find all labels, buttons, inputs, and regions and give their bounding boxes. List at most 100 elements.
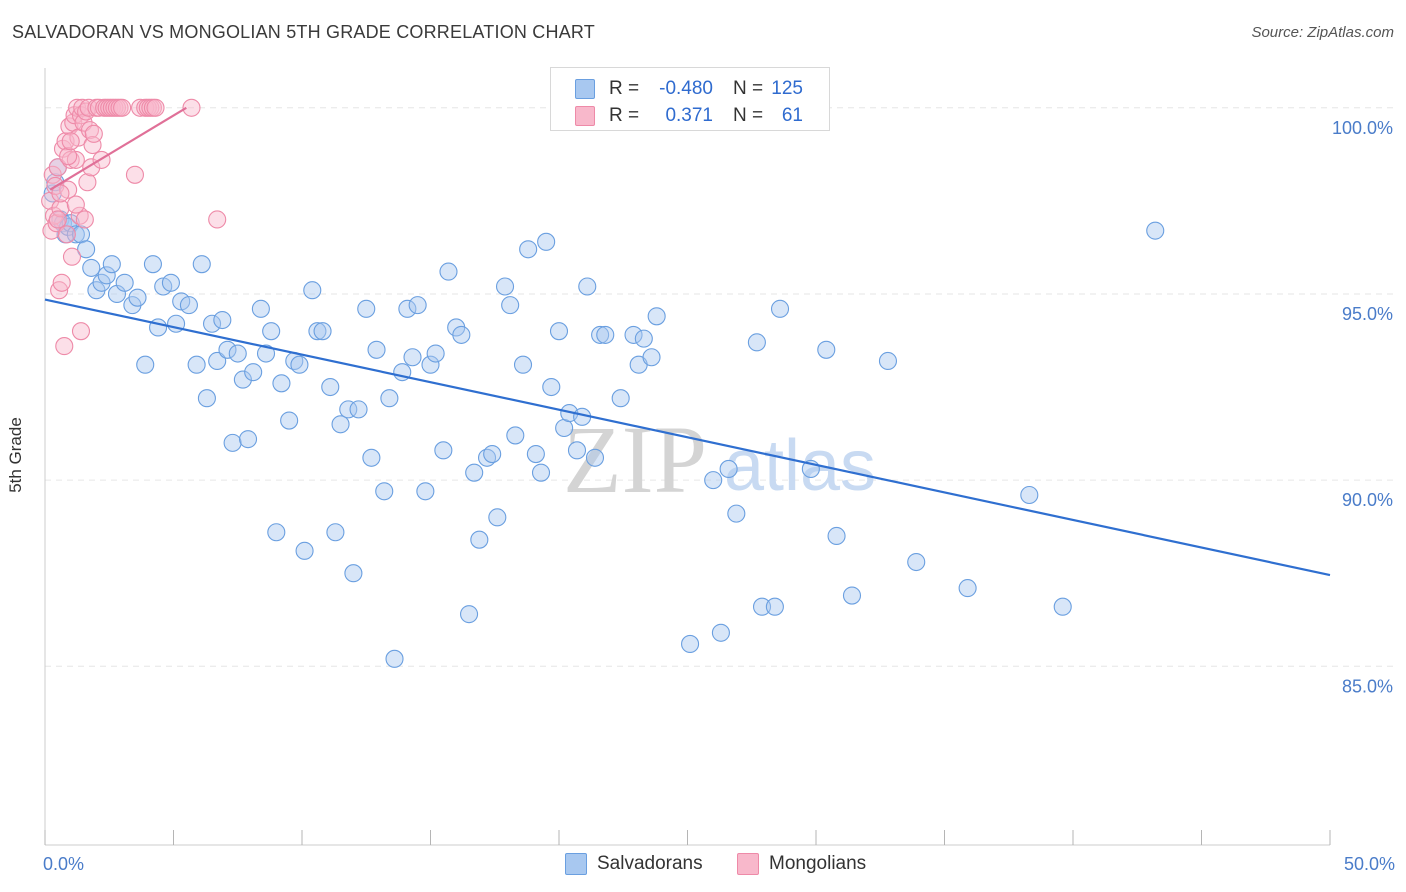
salvadorans-point — [303, 281, 322, 300]
salvadorans-point — [326, 523, 345, 542]
salvadorans-point — [403, 348, 422, 367]
salvadorans-point — [770, 299, 790, 318]
correlation-legend: R = -0.480 N = 125 R = 0.371 N = 61 — [550, 67, 830, 131]
salvadorans-point — [878, 351, 898, 371]
salvadorans-point — [585, 448, 605, 467]
salvadorans-swatch — [565, 853, 587, 875]
salvadorans-point — [208, 351, 227, 371]
salvadorans-point — [280, 411, 299, 430]
legend-r-label: R = — [609, 105, 640, 126]
salvadorans-point — [262, 322, 281, 341]
salvadorans-point — [43, 184, 62, 203]
salvadorans-point — [344, 564, 363, 583]
mongolians-point — [66, 195, 85, 214]
mongolians-point — [131, 98, 150, 117]
legend-row-mongolians: R = 0.371 N = 61 — [551, 101, 829, 129]
salvadorans-point — [313, 322, 332, 341]
salvadorans-point — [765, 597, 784, 616]
salvadorans-point — [179, 296, 198, 315]
salvadorans-point — [128, 288, 147, 307]
salvadorans-point — [488, 508, 507, 527]
salvadorans-point — [958, 579, 977, 598]
salvadorans-point — [531, 463, 551, 482]
salvadorans-point — [203, 314, 222, 333]
y-tick-label: 95.0% — [1342, 304, 1393, 324]
salvadorans-point — [115, 273, 134, 292]
salvadorans-point — [501, 296, 520, 315]
salvadorans-point — [634, 329, 653, 348]
salvadorans-point — [459, 605, 479, 624]
mongolians-point — [62, 247, 82, 266]
watermark: ZIP atlas — [563, 406, 876, 513]
mongolians-point — [84, 124, 103, 143]
salvadorans-point — [228, 344, 247, 363]
salvadorans-point — [596, 325, 615, 344]
legend-n-value: 61 — [781, 105, 803, 126]
salvadorans-point — [267, 523, 286, 542]
mongolians-point — [50, 281, 69, 300]
salvadorans-point — [192, 255, 211, 274]
chart-title: SALVADORAN VS MONGOLIAN 5TH GRADE CORREL… — [12, 22, 595, 42]
salvadorans-point — [223, 433, 242, 452]
mongolians-point — [48, 210, 67, 229]
legend-r-label: R = — [609, 78, 640, 99]
salvadorans-point — [542, 377, 561, 397]
mongolians-point — [59, 147, 78, 166]
salvadorans-point — [591, 325, 610, 344]
mongolians-point — [61, 132, 80, 151]
mongolians-trend-line — [49, 106, 187, 191]
salvadorans-point — [244, 363, 263, 382]
mongolians-point — [89, 98, 109, 117]
salvadorans-point — [295, 541, 314, 560]
y-tick-label: 90.0% — [1342, 490, 1393, 510]
salvadorans-point — [537, 232, 556, 251]
mongolians-point — [78, 173, 97, 192]
mongolians-swatch — [737, 853, 759, 875]
mongolians-swatch — [575, 106, 595, 126]
x-tick-label: 50.0% — [1344, 854, 1395, 874]
salvadorans-point — [82, 258, 101, 277]
salvadorans-point — [483, 445, 502, 464]
salvadorans-point — [1020, 485, 1039, 505]
salvadorans-point — [519, 240, 538, 259]
salvadorans-point — [747, 333, 766, 352]
salvadorans-point — [817, 340, 836, 359]
mongolians-point — [57, 225, 76, 244]
mongolians-point — [125, 165, 144, 184]
mongolians-point — [113, 98, 132, 117]
salvadorans-point — [77, 240, 96, 259]
salvadorans-point — [290, 355, 309, 374]
salvadorans-trend-line — [44, 298, 1331, 577]
mongolians-points — [41, 98, 227, 356]
chart-source: Source: ZipAtlas.com — [1251, 24, 1394, 41]
mongolians-point — [51, 199, 70, 218]
salvadorans-point — [339, 400, 358, 419]
salvadorans-point — [308, 322, 327, 341]
salvadorans-point — [426, 344, 445, 363]
mongolians-point — [52, 273, 71, 292]
salvadorans-point — [408, 296, 427, 315]
salvadorans-point — [375, 482, 394, 501]
salvadorans-point — [213, 310, 232, 330]
legend-n-value: 125 — [771, 78, 803, 99]
trend-lines — [44, 106, 1331, 577]
tick-labels: 100.0% 95.0% 90.0% 85.0% 0.0% 50.0% — [43, 118, 1395, 874]
salvadorans-point — [526, 445, 545, 464]
salvadorans-point — [143, 255, 162, 274]
watermark-atlas: atlas — [724, 426, 876, 506]
salvadorans-point — [711, 623, 730, 642]
salvadorans-point — [719, 459, 738, 478]
salvadorans-point — [97, 266, 116, 285]
bottom-legend-label: Salvadorans — [597, 853, 703, 874]
legend-n-label: N = — [733, 78, 764, 99]
legend-row-salvadorans: R = -0.480 N = 125 — [551, 74, 829, 102]
salvadorans-point — [681, 634, 700, 653]
salvadorans-point — [549, 322, 569, 341]
mongolians-point — [75, 210, 94, 229]
salvadorans-point — [567, 441, 587, 460]
mongolians-point — [208, 210, 227, 229]
salvadorans-swatch — [575, 79, 595, 99]
salvadorans-point — [398, 299, 417, 318]
salvadorans-point — [704, 471, 723, 490]
salvadorans-point — [506, 426, 525, 445]
